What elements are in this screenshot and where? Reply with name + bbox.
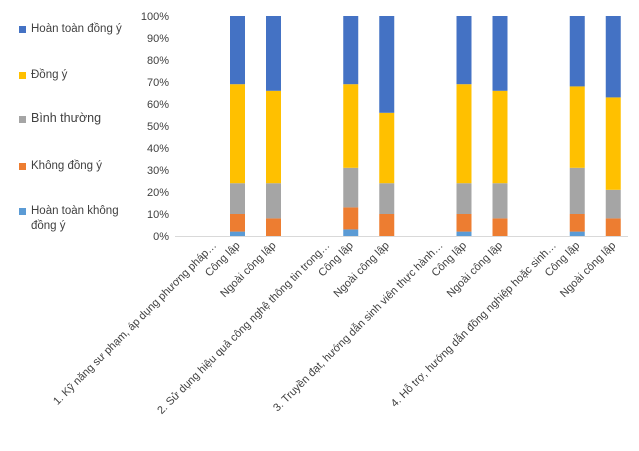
legend-label: Hoàn toàn đồng ý [31, 23, 122, 35]
bar-segment [569, 16, 585, 87]
y-tick-label: 60% [147, 99, 169, 111]
bar-segment [456, 231, 472, 236]
bar-segment [492, 183, 508, 219]
bar-segment [379, 183, 395, 214]
bar-segment [605, 97, 621, 190]
bar-segment [569, 167, 585, 214]
bar-segment [456, 214, 472, 232]
bar-segment [456, 84, 472, 184]
y-tick-label: 100% [141, 11, 169, 23]
y-tick-label: 40% [147, 143, 169, 155]
y-tick-label: 90% [147, 33, 169, 45]
y-tick-label: 70% [147, 77, 169, 89]
legend-swatch [19, 116, 26, 123]
bar-segment [230, 84, 245, 184]
bar-segment [492, 218, 508, 236]
bar-segment [492, 90, 508, 184]
bar-segment [266, 90, 281, 184]
y-tick-label: 30% [147, 165, 169, 177]
bar-segment [343, 16, 359, 85]
bar-segment [343, 167, 359, 208]
bar-segment [605, 16, 621, 98]
bar-segment [343, 84, 359, 168]
y-tick-label: 0% [153, 231, 169, 243]
bar-segment [605, 189, 621, 219]
bar-segment [492, 16, 508, 91]
legend-swatch [19, 163, 26, 170]
y-tick-label: 80% [147, 55, 169, 67]
bar-segment [605, 218, 621, 236]
legend-label: Không đồng ý [31, 160, 102, 172]
legend-swatch [19, 26, 26, 33]
bar-segment [456, 16, 472, 85]
legend-swatch [19, 208, 26, 215]
bar-segment [230, 183, 245, 214]
bar-segment [569, 86, 585, 168]
bar-segment [569, 214, 585, 232]
legend: Hoàn toàn đồng ý Đồng ý Bình thường Khôn… [18, 0, 138, 300]
legend-label: Hoàn toàn không đồng ý [31, 205, 119, 232]
bar-segment [379, 112, 395, 184]
bar-segment [569, 231, 585, 236]
bar-segment [456, 183, 472, 214]
bar-segment [230, 231, 245, 236]
bar-segment [266, 218, 281, 236]
bar-segment [343, 207, 359, 230]
bar-segment [379, 214, 395, 236]
y-tick-label: 20% [147, 187, 169, 199]
bar-segment [266, 16, 281, 91]
legend-label: Đồng ý [31, 69, 68, 81]
bar-segment [230, 16, 245, 85]
y-tick-label: 50% [147, 121, 169, 133]
bar-segment [266, 183, 281, 219]
bar-segment [343, 229, 359, 236]
y-tick-label: 10% [147, 209, 169, 221]
bar-segment [379, 16, 395, 113]
bar-segment [230, 214, 245, 232]
legend-label: Bình thường [31, 111, 102, 125]
legend-swatch [19, 72, 26, 79]
